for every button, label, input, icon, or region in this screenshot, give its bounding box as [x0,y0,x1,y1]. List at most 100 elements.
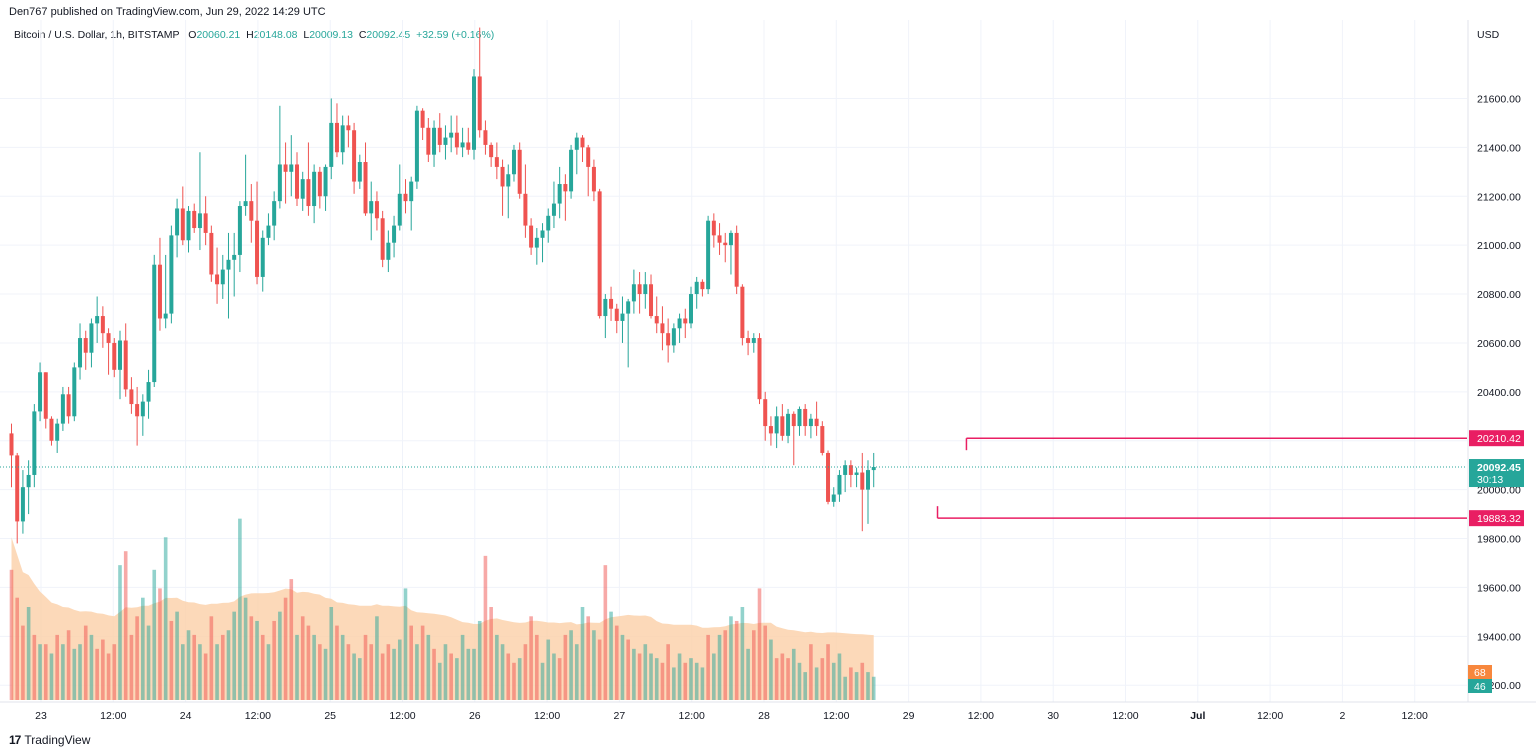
candle-body [152,264,157,383]
volume-bar [740,607,745,700]
candle-body [694,281,699,295]
candle-body [494,157,499,167]
candle-body [129,389,134,405]
candle-body [180,208,185,241]
volume-bar [654,658,659,700]
candle-body [374,201,379,219]
candle-body [363,162,368,214]
candle-body [511,149,516,175]
volume-bar [38,644,42,700]
volume-bar [215,644,219,700]
candle-body [106,333,111,343]
volume-bar [546,639,551,700]
chart-overlay [0,437,1467,519]
candle-body [237,206,242,255]
volume-bar [278,611,282,700]
candle-body [711,220,716,236]
level-price-tag [1469,510,1524,527]
volume-bar [866,672,870,700]
candle-body [791,413,796,427]
volume-bar [175,611,179,700]
candle-body [763,399,768,427]
candle-body [357,162,362,182]
candle-body [569,149,574,192]
candle-body [586,147,591,167]
y-tick-label: 19400.00 [1477,631,1521,643]
x-tick-label: 24 [180,710,192,722]
chart-axes: 21600.00 21400.00 21200.00 21000.00 20800.00… [0,20,1536,722]
candle-body [89,323,94,353]
volume-bar [146,625,151,700]
volume-bar [500,644,505,700]
volume-bar [26,607,31,700]
candle-body [300,179,305,199]
candle-body [837,474,842,495]
candle-body [631,284,636,302]
candle-body [243,201,248,207]
high-label: H [246,29,254,41]
volume-bar [574,644,579,700]
candle-body [306,179,311,207]
candle-body [49,418,54,441]
candle-body [700,281,705,290]
candle-body [20,487,25,522]
candle-body [55,423,60,441]
x-tick-label: 2 [1339,710,1345,722]
tradingview-footer[interactable]: 17 TradingView [9,733,90,747]
candle-body [666,333,671,346]
volume-bar [672,667,676,700]
candle-body [163,313,168,319]
volume-bar [649,653,653,700]
volume-bar [141,597,145,700]
volume-bar [426,634,431,700]
volume-bar [272,620,276,700]
volume-bar [809,644,813,700]
candle-body [580,137,585,148]
volume-bar [106,653,111,700]
volume-bar [232,611,236,700]
y-tick-label: 21200.00 [1477,191,1521,203]
level-price-label: 19883.32 [1477,513,1521,525]
x-tick-label: 12:00 [679,710,705,722]
candle-body [483,130,488,145]
volume-bar [797,662,802,700]
candle-body [597,191,602,317]
y-tick-label: 20400.00 [1477,387,1521,399]
candle-body [780,416,785,436]
x-tick-label: 29 [903,710,915,722]
candle-body [574,137,579,150]
volume-bar [483,555,488,700]
candle-body [746,338,751,343]
candle-body [734,232,739,287]
x-tick-label: 12:00 [1257,710,1283,722]
volume-bar [557,658,562,700]
candle-body [603,298,608,317]
candle-body [146,382,151,402]
close-value: 20092.45 [366,29,411,41]
candle-body [860,472,865,490]
candle-body [500,166,505,187]
level-price-label: 20210.42 [1477,433,1521,445]
volume-bar [752,630,756,700]
volume-bar [380,653,385,700]
candle-body [768,426,773,434]
volume-bar [198,644,202,700]
low-value: 20009.13 [309,29,353,41]
volume-bar [757,588,762,700]
candle-body [797,408,802,427]
candle-body [529,225,534,248]
price-chart[interactable]: 21600.00 21400.00 21200.00 21000.00 20800.00… [0,20,1536,728]
volume-bar [477,620,482,700]
countdown-label: 30:13 [1477,474,1503,486]
candle-body [449,132,454,138]
volume-bar [529,616,533,700]
volume-bar [620,634,625,700]
x-tick-label: 30 [1047,710,1059,722]
volume-bar [455,658,459,700]
volume-bar [243,597,248,700]
volume-bar [369,644,374,700]
candle-body [43,372,48,419]
volume-bar [495,634,499,700]
volume-bar [535,634,539,700]
volume-bar [506,653,511,700]
